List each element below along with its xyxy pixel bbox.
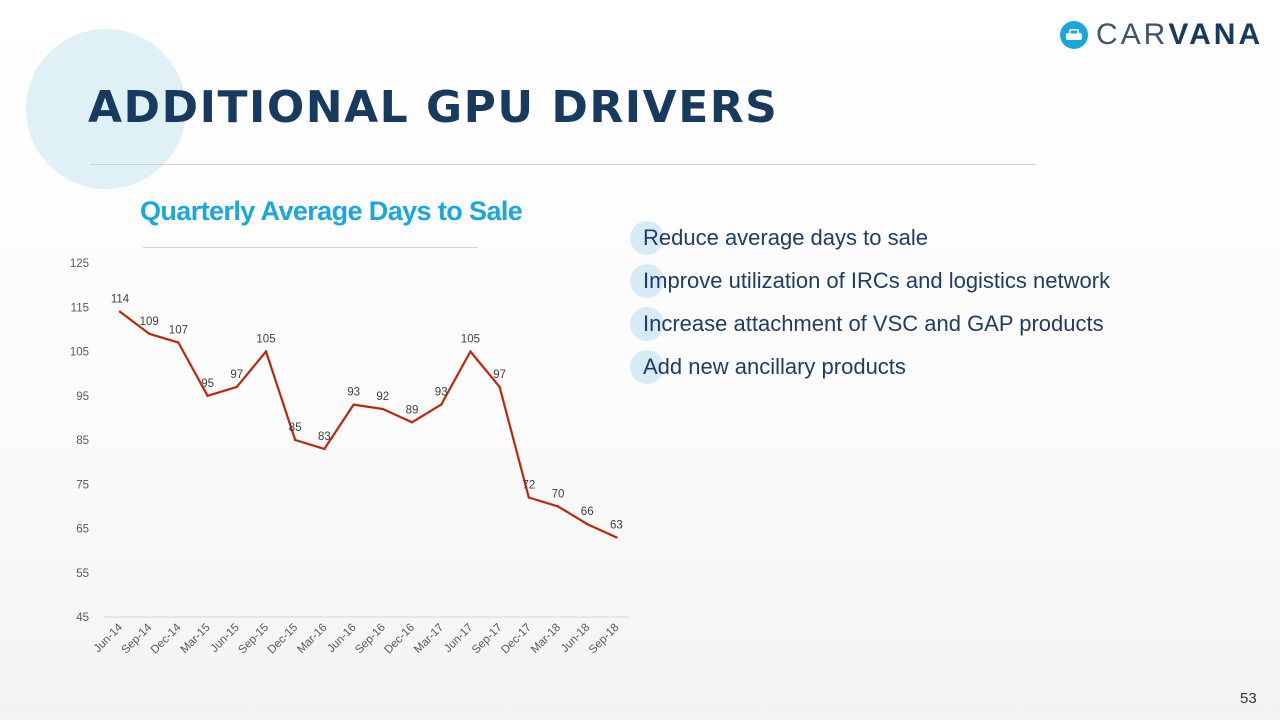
data-label: 66 bbox=[581, 506, 594, 518]
logo-wordmark-bold: VANA bbox=[1168, 18, 1264, 51]
data-label: 92 bbox=[376, 391, 389, 403]
bullet-item: Increase attachment of VSC and GAP produ… bbox=[628, 302, 1110, 345]
data-label: 72 bbox=[522, 480, 535, 492]
data-point bbox=[440, 403, 443, 406]
data-label: 97 bbox=[230, 369, 243, 381]
data-label: 70 bbox=[552, 488, 565, 500]
y-tick-label: 115 bbox=[71, 302, 89, 314]
x-tick-label: Mar-18 bbox=[529, 622, 563, 656]
data-point bbox=[148, 332, 151, 335]
x-tick-label: Sep-14 bbox=[120, 621, 155, 656]
data-label: 63 bbox=[610, 519, 623, 531]
carvana-logo: CARVANA bbox=[1060, 18, 1263, 52]
bullet-circle-icon bbox=[630, 221, 664, 255]
x-tick-label: Mar-16 bbox=[295, 622, 329, 656]
y-tick-label: 55 bbox=[76, 568, 89, 580]
y-tick-label: 125 bbox=[70, 258, 89, 270]
page-title: ADDITIONAL GPU DRIVERS bbox=[88, 82, 779, 133]
bullet-text: Improve utilization of IRCs and logistic… bbox=[643, 267, 1111, 293]
x-tick-label: Dec-16 bbox=[382, 622, 417, 657]
chart-title: Quarterly Average Days to Sale bbox=[140, 196, 523, 226]
x-tick-label: Sep-17 bbox=[470, 622, 505, 657]
page-number: 53 bbox=[1240, 690, 1257, 707]
data-point bbox=[381, 407, 384, 411]
y-tick-label: 105 bbox=[70, 347, 89, 359]
data-label: 85 bbox=[289, 422, 302, 434]
bullet-circle-icon bbox=[630, 307, 664, 341]
x-tick-label: Jun-16 bbox=[325, 622, 358, 655]
data-label: 97 bbox=[493, 369, 506, 381]
data-point bbox=[323, 447, 326, 451]
bullet-text: Add new ancillary products bbox=[643, 353, 906, 379]
data-point bbox=[527, 496, 530, 499]
data-point bbox=[206, 394, 209, 397]
x-tick-label: Jun-15 bbox=[209, 622, 242, 655]
title-divider bbox=[90, 164, 1036, 165]
y-tick-label: 85 bbox=[76, 435, 89, 447]
car-icon bbox=[1060, 21, 1088, 49]
x-tick-label: Dec-15 bbox=[266, 622, 301, 657]
data-label: 95 bbox=[201, 378, 214, 390]
x-tick-label: Mar-17 bbox=[412, 622, 446, 656]
data-point bbox=[118, 310, 122, 313]
decorative-circle bbox=[26, 29, 186, 189]
data-label: 93 bbox=[347, 387, 360, 399]
bullet-list: Reduce average days to sale Improve util… bbox=[628, 216, 1110, 388]
line-chart: 455565758595105115125Jun-14Sep-14Dec-14M… bbox=[70, 258, 630, 657]
data-point bbox=[469, 350, 472, 353]
x-tick-label: Dec-17 bbox=[499, 622, 534, 657]
logo-wordmark-light: CAR bbox=[1096, 18, 1169, 51]
logo-wordmark: CARVANA bbox=[1096, 20, 1263, 50]
data-label: 107 bbox=[169, 325, 188, 337]
data-label: 89 bbox=[406, 404, 419, 416]
data-point bbox=[615, 536, 618, 539]
x-tick-label: Dec-14 bbox=[149, 621, 184, 656]
bullet-item: Reduce average days to sale bbox=[628, 216, 1110, 259]
bullet-item: Add new ancillary products bbox=[628, 345, 1110, 388]
y-tick-label: 75 bbox=[76, 479, 89, 491]
bullet-circle-icon bbox=[630, 350, 664, 384]
data-point bbox=[498, 385, 501, 389]
y-tick-label: 45 bbox=[76, 612, 89, 624]
x-tick-label: Jun-17 bbox=[442, 622, 475, 655]
y-tick-label: 95 bbox=[76, 391, 89, 403]
bullet-text: Reduce average days to sale bbox=[643, 224, 928, 250]
x-tick-label: Mar-15 bbox=[178, 622, 212, 656]
data-point bbox=[294, 438, 297, 442]
data-label: 93 bbox=[435, 387, 448, 399]
x-tick-label: Sep-16 bbox=[353, 622, 388, 657]
series-line bbox=[119, 310, 617, 539]
bullet-item: Improve utilization of IRCs and logistic… bbox=[628, 259, 1110, 302]
data-label: 109 bbox=[140, 316, 159, 328]
data-point bbox=[177, 341, 180, 344]
data-label: 105 bbox=[256, 334, 275, 346]
x-tick-label: Jun-18 bbox=[559, 622, 592, 655]
data-point bbox=[352, 403, 355, 406]
data-point bbox=[556, 505, 560, 508]
x-tick-label: Sep-15 bbox=[236, 622, 271, 657]
data-point bbox=[586, 522, 589, 526]
data-point bbox=[235, 385, 238, 389]
data-point bbox=[264, 350, 268, 353]
data-point bbox=[410, 421, 414, 424]
bullet-text: Increase attachment of VSC and GAP produ… bbox=[643, 310, 1104, 336]
data-label: 114 bbox=[111, 294, 130, 306]
x-tick-label: Sep-18 bbox=[587, 622, 622, 657]
y-tick-label: 65 bbox=[76, 524, 89, 536]
data-label: 83 bbox=[318, 431, 331, 443]
chart-title-divider bbox=[143, 247, 478, 248]
bullet-circle-icon bbox=[630, 264, 664, 298]
data-label: 105 bbox=[461, 334, 480, 346]
